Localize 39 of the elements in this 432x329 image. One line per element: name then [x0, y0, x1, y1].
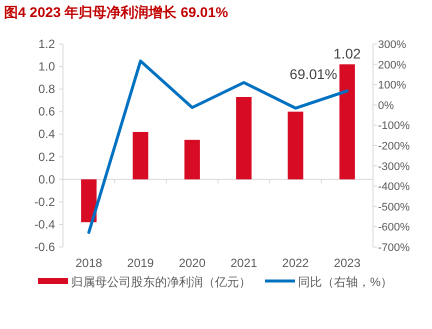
bar [288, 112, 304, 180]
y2-tick-label: -500% [378, 201, 410, 214]
chart-title: 图4 2023 年归母净利润增长 69.01% [4, 4, 229, 20]
y2-tick-label: -200% [378, 140, 410, 152]
line-series [87, 60, 349, 234]
bar [236, 97, 252, 180]
data-label: 69.01% [290, 66, 338, 82]
y2-tick-label: 0% [378, 100, 394, 112]
y2-tick-label: -600% [378, 222, 410, 234]
bar [184, 140, 200, 180]
x-tick-label: 2023 [334, 256, 361, 270]
x-tick-label: 2020 [178, 256, 206, 270]
y2-tick-label: 300% [378, 39, 406, 51]
data-label: 1.02 [334, 45, 362, 62]
y2-tick-label: -100% [378, 120, 410, 132]
y2-tick-label: 200% [378, 59, 406, 72]
y-tick-label: -0.4 [34, 217, 56, 232]
y-tick-label: 0.6 [38, 104, 56, 119]
y-tick-label: 0.0 [38, 172, 56, 186]
bar [81, 179, 97, 222]
y2-tick-label: -700% [378, 242, 410, 254]
y-tick-label: 1.0 [38, 60, 56, 74]
legend-label: 同比（右轴，%） [298, 275, 393, 289]
y-tick-label: -0.2 [34, 194, 56, 209]
y2-tick-label: 100% [378, 80, 406, 92]
y-tick-label: 0.4 [38, 127, 56, 142]
y-tick-label: 0.2 [38, 150, 56, 164]
bar [339, 64, 355, 180]
x-tick-label: 2019 [127, 256, 154, 270]
legend-label: 归属母公司股东的净利润（亿元） [71, 275, 251, 289]
y-tick-label: 1.2 [38, 37, 56, 51]
x-tick-label: 2021 [230, 256, 258, 270]
y2-tick-label: -400% [378, 181, 410, 194]
y-tick-label: -0.6 [34, 240, 56, 254]
x-tick-label: 2018 [75, 256, 103, 270]
bar [132, 132, 148, 180]
y2-tick-label: -300% [378, 160, 410, 173]
y-tick-label: 0.8 [38, 82, 56, 96]
x-tick-label: 2022 [282, 256, 310, 270]
